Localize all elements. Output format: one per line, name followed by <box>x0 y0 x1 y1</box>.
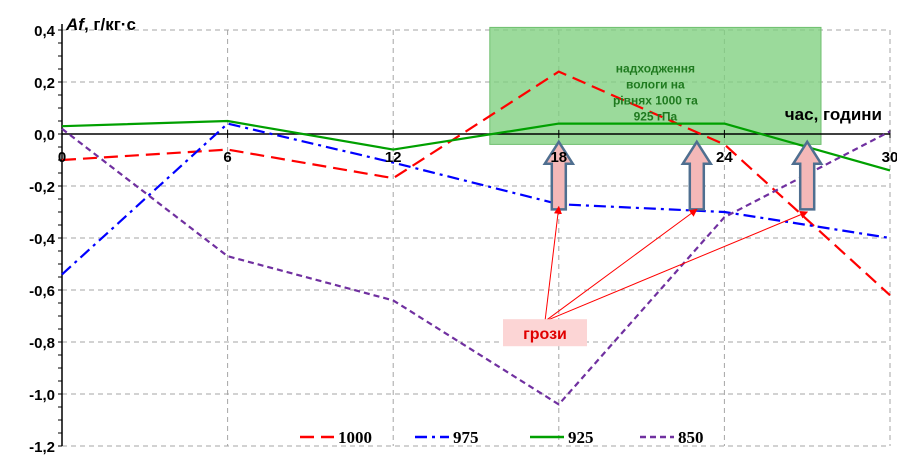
legend-label-850: 850 <box>678 428 704 447</box>
storm-arrow <box>544 210 809 322</box>
legend: 1000 975 925 850 <box>300 428 704 447</box>
y-tick-label: 0,0 <box>34 127 55 144</box>
y-tick-label: -0,4 <box>29 231 56 248</box>
series-lines <box>61 70 891 406</box>
up-block-arrow <box>542 139 576 211</box>
annotations: надходження вологи на рівнях 1000 та 925 гП… <box>503 61 824 347</box>
moisture-annotation-line: 925 гПа <box>634 109 678 123</box>
moisture-annotation-line: вологи на <box>626 77 685 91</box>
y-tick-label: -1,0 <box>29 387 55 404</box>
up-block-arrow <box>680 139 714 211</box>
x-tick-label: 0 <box>58 149 66 166</box>
series-line-975 <box>61 122 891 276</box>
storm-label-bg <box>503 319 587 347</box>
axes <box>58 24 891 447</box>
tick-labels: 0,4 0,2 0,0 -0,2 -0,4 -0,6 -0,8 -1,0 -1,2 0 6 12 18 2… <box>29 23 897 456</box>
y-tick-label: -0,2 <box>29 179 55 196</box>
y-tick-label: 0,4 <box>34 23 56 40</box>
series-line-850 <box>61 127 891 406</box>
x-tick-label: 6 <box>223 149 231 166</box>
y-axis-title-units: , г/кг·с <box>84 15 136 34</box>
legend-label-975: 975 <box>453 428 479 447</box>
legend-label-1000: 1000 <box>338 428 372 447</box>
legend-label-925: 925 <box>568 428 594 447</box>
moisture-annotation-line: надходження <box>616 61 695 75</box>
series-line-1000 <box>61 70 891 297</box>
grid <box>62 29 891 447</box>
y-tick-label: -1,2 <box>29 439 55 456</box>
storm-label: грози <box>523 326 567 343</box>
x-tick-label: 24 <box>716 149 733 166</box>
y-tick-label: -0,6 <box>29 283 55 300</box>
x-tick-label: 12 <box>385 149 402 166</box>
x-axis-title: час, години <box>785 105 882 124</box>
moisture-annotation-line: рівнях 1000 та <box>613 93 698 107</box>
y-tick-label: 0,2 <box>34 75 55 92</box>
x-tick-label: 18 <box>550 149 567 166</box>
y-axis-title-italic: Af <box>65 15 86 34</box>
y-axis-title: Af, г/кг·с <box>65 15 136 34</box>
storm-arrow <box>544 205 562 322</box>
series-line-925 <box>61 119 891 172</box>
y-tick-label: -0,8 <box>29 335 55 352</box>
up-block-arrow <box>790 139 824 211</box>
storm-arrow <box>544 208 698 322</box>
x-tick-label: 30 <box>882 149 897 166</box>
